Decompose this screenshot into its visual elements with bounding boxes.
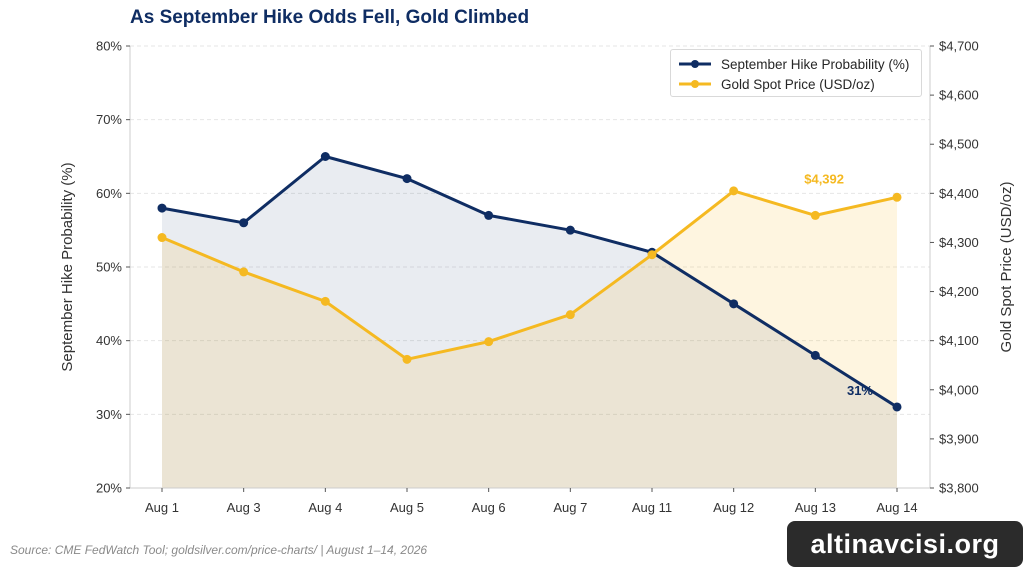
gold-area (162, 190, 897, 488)
gold-point (239, 267, 249, 277)
chart-legend: September Hike Probability (%) Gold Spot… (670, 49, 922, 97)
legend-label-gold: Gold Spot Price (USD/oz) (721, 76, 875, 92)
right-tick-label: $4,100 (939, 333, 979, 348)
gold-point (320, 296, 330, 306)
x-tick-label: Aug 5 (390, 500, 424, 515)
left-axis-title: September Hike Probability (%) (59, 162, 76, 371)
x-tick-label: Aug 7 (553, 500, 587, 515)
right-tick-label: $4,500 (939, 137, 979, 152)
right-tick-label: $4,700 (939, 39, 979, 54)
right-tick-label: $4,300 (939, 235, 979, 250)
hike-point (402, 174, 412, 184)
x-tick-label: Aug 1 (145, 500, 179, 515)
gold-end-label: $4,392 (804, 171, 844, 186)
right-tick-label: $4,200 (939, 284, 979, 299)
left-tick-label: 80% (96, 39, 122, 54)
x-tick-label: Aug 4 (308, 500, 342, 515)
left-tick-label: 40% (96, 333, 122, 348)
x-tick-label: Aug 14 (876, 500, 917, 515)
left-tick-label: 50% (96, 260, 122, 275)
x-tick-label: Aug 12 (713, 500, 754, 515)
right-axis-title: Gold Spot Price (USD/oz) (998, 182, 1015, 353)
source-note: Source: CME FedWatch Tool; goldsilver.co… (10, 543, 428, 557)
gold-point (892, 192, 902, 202)
hike-point (320, 152, 330, 161)
right-tick-label: $3,800 (939, 481, 979, 496)
left-tick-label: 20% (96, 481, 122, 496)
left-tick-label: 60% (96, 186, 122, 201)
x-tick-label: Aug 11 (632, 500, 672, 515)
x-tick-label: Aug 13 (795, 500, 836, 515)
right-tick-label: $3,900 (939, 431, 979, 446)
hike-point (892, 402, 902, 412)
hike-end-label: 31% (847, 383, 873, 398)
gold-point (565, 310, 575, 320)
left-tick-label: 30% (96, 407, 122, 422)
gold-line (161, 189, 898, 361)
left-tick-label: 70% (96, 112, 122, 127)
right-tick-label: $4,000 (939, 382, 979, 397)
hike-point (729, 299, 739, 309)
hike-point (484, 210, 494, 220)
legend-swatch-gold (679, 80, 711, 88)
hike-point (810, 350, 820, 360)
right-tick-label: $4,400 (939, 186, 979, 201)
legend-item-gold: Gold Spot Price (USD/oz) (671, 74, 875, 94)
gold-point (402, 354, 412, 364)
right-tick-label: $4,600 (939, 88, 979, 103)
gold-point (157, 233, 167, 243)
hike-area (162, 156, 897, 488)
gold-point (484, 337, 494, 347)
legend-item-hike: September Hike Probability (%) (671, 54, 909, 74)
gold-point (647, 250, 657, 260)
legend-label-hike: September Hike Probability (%) (721, 56, 910, 72)
chart-title: As September Hike Odds Fell, Gold Climbe… (130, 7, 530, 28)
x-tick-label: Aug 3 (227, 500, 261, 515)
x-tick-label: Aug 6 (472, 500, 506, 515)
watermark: altinavcisi.org (787, 521, 1023, 567)
hike-point (239, 218, 249, 228)
legend-swatch-hike (679, 60, 711, 68)
hike-point (565, 225, 575, 235)
gold-point (810, 210, 820, 220)
hike-point (157, 203, 167, 213)
gold-point (729, 186, 739, 196)
hike-line (161, 155, 898, 409)
